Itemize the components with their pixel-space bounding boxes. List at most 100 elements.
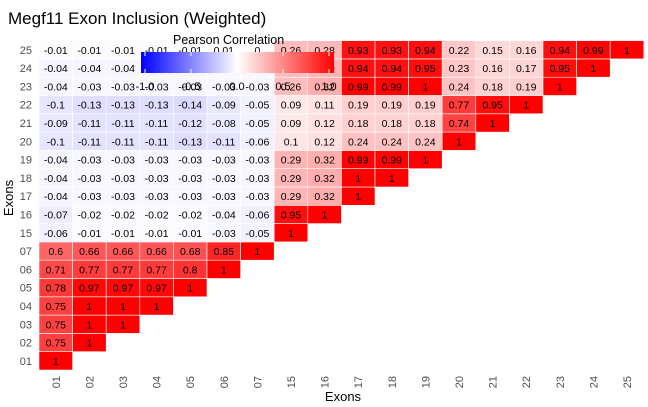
cell-value-label: 0.99 — [348, 81, 369, 93]
x-tick-label: 07 — [252, 376, 264, 388]
cell-value-label: 0.77 — [449, 100, 470, 112]
cell-value-label: -0.02 — [111, 209, 135, 221]
cell-value-label: -0.06 — [44, 228, 68, 240]
cell-value-label: 0.24 — [449, 81, 470, 93]
cell-value-label: 1 — [86, 338, 92, 350]
legend-ticks: -1.0 -0.5 0.0 0.5 1.0 — [136, 52, 337, 93]
cell-value-label: 0.99 — [583, 45, 604, 57]
cell-value-label: 0.77 — [113, 264, 134, 276]
y-tick-label: 02 — [20, 338, 32, 350]
cell-value-label: -0.03 — [145, 155, 169, 167]
cell-value-label: -0.04 — [212, 209, 236, 221]
cell-value-label: 0.24 — [415, 136, 436, 148]
y-tick-label: 07 — [20, 246, 32, 258]
cell-value-label: 0.12 — [314, 136, 335, 148]
cell-value-label: -0.11 — [111, 118, 134, 130]
y-tick-label: 23 — [20, 81, 32, 93]
cell-value-label: -0.03 — [145, 173, 169, 185]
x-tick-label: 17 — [353, 376, 365, 388]
cell-value-label: 0.29 — [281, 173, 302, 185]
y-tick-label: 04 — [20, 301, 32, 313]
cell-value-label: 0.29 — [281, 191, 302, 203]
cell-value-label: -0.11 — [78, 118, 101, 130]
cell-value-label: 0.8 — [183, 264, 198, 276]
cell-value-label: 0.85 — [214, 246, 235, 258]
cell-value-label: 1 — [154, 301, 160, 313]
y-tick-label: 06 — [20, 264, 32, 276]
cell-value-label: -0.01 — [111, 228, 135, 240]
cell-value-label: -0.14 — [178, 100, 202, 112]
cell-value-label: -0.1 — [47, 136, 65, 148]
cell-value-label: 0.17 — [516, 63, 537, 75]
cell-value-label: 0.95 — [281, 209, 302, 221]
cell-value-label: -0.06 — [245, 209, 269, 221]
cell-value-label: 1 — [624, 45, 630, 57]
y-tick-label: 20 — [20, 136, 32, 148]
cell-value-label: 0.24 — [382, 136, 403, 148]
cell-value-label: -0.02 — [178, 209, 202, 221]
cell-value-label: -0.03 — [245, 191, 269, 203]
x-tick-label: 19 — [420, 376, 432, 388]
legend-colorbar — [141, 52, 334, 73]
cell-value-label: 0.19 — [348, 100, 369, 112]
cell-value-label: 0.77 — [146, 264, 167, 276]
cell-value-label: 0.18 — [348, 118, 369, 130]
cell-value-label: 0.75 — [46, 338, 67, 350]
cell-value-label: 1 — [53, 356, 59, 368]
cell-value-label: 0.15 — [482, 45, 503, 57]
cell-value-label: 1 — [355, 173, 361, 185]
cell-value-label: -0.03 — [212, 173, 236, 185]
cell-value-label: 0.97 — [113, 283, 134, 295]
cell-value-label: 0.99 — [382, 155, 403, 167]
cell-value-label: -0.03 — [212, 155, 236, 167]
cell-value-label: 0.94 — [550, 45, 571, 57]
cell-value-label: -0.04 — [77, 63, 101, 75]
cell-value-label: 0.6 — [48, 246, 63, 258]
y-tick-label: 18 — [20, 173, 32, 185]
cell-value-label: -0.03 — [245, 173, 269, 185]
cell-value-label: 0.09 — [281, 118, 302, 130]
cell-value-label: -0.11 — [145, 118, 168, 130]
cell-value-label: 0.75 — [46, 301, 67, 313]
cell-value-label: -0.03 — [145, 81, 169, 93]
cell-value-label: 0.24 — [348, 136, 369, 148]
cell-value-label: -0.08 — [212, 118, 236, 130]
cell-value-label: -0.03 — [111, 191, 135, 203]
cell-value-label: 0.94 — [348, 63, 369, 75]
x-tick-label: 18 — [387, 376, 399, 388]
y-tick-label: 01 — [20, 356, 32, 368]
cell-value-label: -0.03 — [245, 155, 269, 167]
cell-value-label: -0.11 — [145, 136, 168, 148]
cell-value-label: -0.01 — [111, 45, 135, 57]
cell-value-label: 0.32 — [314, 173, 335, 185]
cell-value-label: 0.94 — [382, 63, 403, 75]
cell-value-label: 0.19 — [516, 81, 537, 93]
cell-value-label: -0.05 — [245, 100, 269, 112]
cell-value-label: -0.03 — [245, 81, 269, 93]
cell-value-label: -0.03 — [111, 173, 135, 185]
cell-value-label: -0.03 — [111, 155, 135, 167]
cell-value-label: -0.03 — [178, 173, 202, 185]
cell-value-label: 1 — [322, 209, 328, 221]
x-tick-label: 21 — [488, 376, 500, 388]
cell-value-label: 0.09 — [281, 100, 302, 112]
cell-value-label: 0.12 — [314, 118, 335, 130]
cell-value-label: -0.01 — [178, 228, 202, 240]
cell-value-label: 0.19 — [382, 100, 403, 112]
y-tick-label: 25 — [20, 45, 32, 57]
cell-value-label: 0.16 — [516, 45, 537, 57]
cell-value-label: 1 — [288, 228, 294, 240]
cell-value-label: -0.13 — [77, 100, 101, 112]
y-tick-label: 17 — [20, 191, 32, 203]
cell-value-label: -0.03 — [111, 81, 135, 93]
cell-value-label: -0.01 — [77, 228, 101, 240]
x-tick-label: 02 — [84, 376, 96, 388]
cell-value-label: 0.93 — [348, 45, 369, 57]
cell-value-label: 0.95 — [415, 63, 436, 75]
cell-value-label: -0.01 — [44, 45, 68, 57]
x-tick-label: 23 — [555, 376, 567, 388]
legend-tick-label: 0.0 — [229, 81, 244, 93]
cell-value-label: 1 — [120, 301, 126, 313]
cell-value-label: 1 — [86, 319, 92, 331]
cell-value-label: 0.75 — [46, 319, 67, 331]
